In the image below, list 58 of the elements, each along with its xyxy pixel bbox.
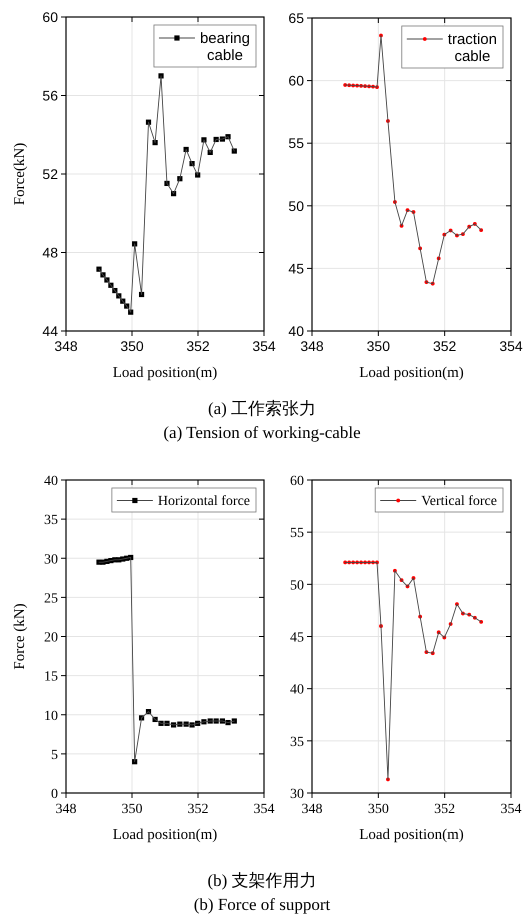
y-tick-label: 55 bbox=[288, 135, 304, 152]
y-tick-label: 40 bbox=[290, 682, 304, 698]
x-tick-label: 350 bbox=[366, 338, 390, 354]
x-axis-title: Load position(m) bbox=[359, 365, 464, 381]
x-tick-label: 348 bbox=[300, 338, 324, 354]
x-tick-label: 354 bbox=[500, 802, 522, 817]
y-tick-label: 55 bbox=[290, 526, 304, 542]
x-axis-title: Load position(m) bbox=[112, 827, 218, 843]
y-tick-label: 20 bbox=[44, 630, 58, 646]
x-tick-label: 354 bbox=[499, 338, 523, 354]
x-tick-label: 352 bbox=[186, 338, 210, 354]
text: (a) 工作索张力 bbox=[208, 399, 316, 418]
legend-label: traction cable bbox=[448, 31, 497, 65]
y-tick-label: 45 bbox=[290, 630, 304, 646]
y-tick-label: 50 bbox=[288, 198, 304, 214]
y-tick-label: 30 bbox=[44, 552, 58, 568]
y-tick-label: 10 bbox=[44, 708, 58, 724]
x-tick-label: 348 bbox=[302, 802, 322, 817]
x-axis-title: Load position(m) bbox=[359, 827, 464, 843]
y-tick-label: 56 bbox=[42, 88, 58, 104]
x-tick-label: 352 bbox=[188, 802, 208, 817]
x-tick-label: 354 bbox=[252, 338, 276, 354]
y-tick-label: 25 bbox=[44, 591, 58, 606]
x-tick-label: 352 bbox=[432, 338, 457, 354]
y-tick-label: 40 bbox=[44, 474, 58, 489]
y-tick-label: 0 bbox=[51, 787, 58, 802]
text: (a) Tension of working-cable bbox=[163, 423, 361, 442]
y-tick-label: 35 bbox=[44, 513, 58, 528]
text: (b) Force of support bbox=[194, 895, 330, 914]
y-tick-label: 50 bbox=[290, 578, 304, 594]
y-axis-title: Force (kN) bbox=[12, 603, 28, 670]
y-tick-label: 30 bbox=[290, 787, 304, 802]
y-tick-label: 40 bbox=[288, 323, 304, 339]
y-tick-label: 5 bbox=[51, 748, 58, 763]
x-tick-label: 350 bbox=[120, 338, 144, 354]
y-tick-label: 52 bbox=[42, 166, 58, 182]
y-tick-label: 45 bbox=[288, 260, 304, 276]
legend-label: bearing cable bbox=[200, 30, 250, 64]
legend-label: Vertical force bbox=[421, 494, 497, 509]
y-tick-label: 35 bbox=[290, 734, 304, 750]
x-axis-title: Load position(m) bbox=[112, 365, 218, 381]
x-tick-label: 350 bbox=[122, 802, 142, 817]
legend-label: Horizontal force bbox=[158, 494, 250, 509]
y-tick-label: 60 bbox=[42, 9, 58, 25]
x-tick-label: 350 bbox=[368, 802, 389, 817]
y-tick-label: 60 bbox=[288, 72, 304, 89]
x-tick-label: 348 bbox=[54, 338, 78, 354]
y-axis-title: Force(kN) bbox=[12, 142, 28, 206]
y-tick-label: 44 bbox=[42, 323, 58, 339]
y-tick-label: 15 bbox=[44, 670, 58, 685]
x-tick-label: 354 bbox=[254, 802, 274, 817]
x-tick-label: 352 bbox=[434, 802, 456, 817]
y-tick-label: 65 bbox=[288, 10, 304, 26]
text: (b) 支架作用力 bbox=[207, 871, 317, 890]
x-tick-label: 348 bbox=[56, 802, 76, 817]
y-tick-label: 60 bbox=[290, 474, 304, 489]
y-tick-label: 48 bbox=[42, 244, 58, 260]
point bbox=[232, 148, 237, 154]
